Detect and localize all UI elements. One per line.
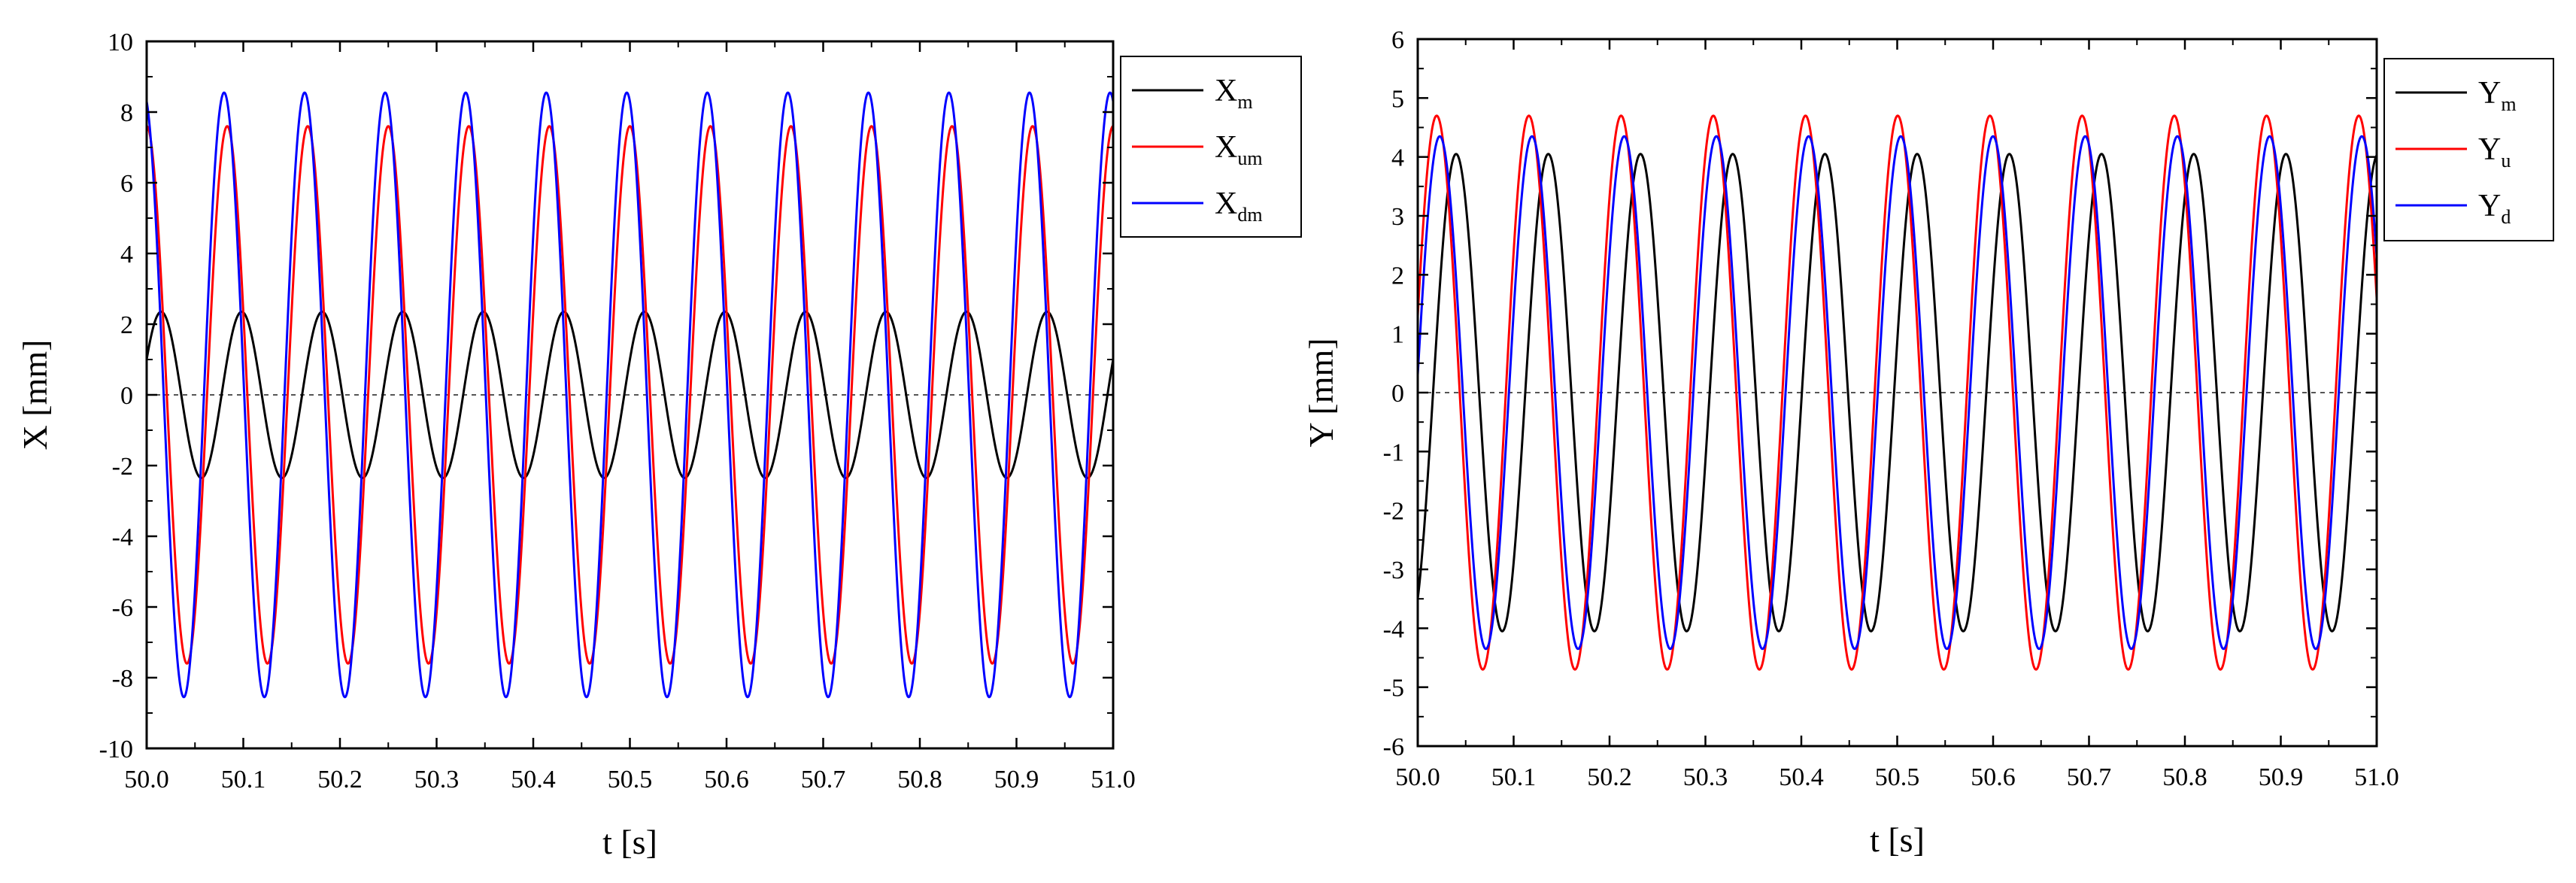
x-tick-label: 51.0 <box>1091 766 1136 793</box>
series-line-y-d <box>1418 135 2377 651</box>
y-tick-label: -6 <box>112 594 133 622</box>
y-tick-label: 0 <box>120 382 133 410</box>
x-tick-label: 50.9 <box>994 766 1039 793</box>
series-line-x-m <box>147 311 1113 479</box>
x-tick-label: 50.2 <box>1587 763 1632 791</box>
y-tick-label: 2 <box>1391 262 1404 290</box>
y-tick-label: 6 <box>1391 26 1404 54</box>
x-axis-title: t [s] <box>1870 821 1925 859</box>
y-tick-label: -2 <box>1383 498 1404 526</box>
legend-label: Ym <box>2478 76 2517 115</box>
x-tick-label: 50.3 <box>1683 763 1728 791</box>
series-line-y-m <box>1418 153 2377 633</box>
x-tick-label: 50.4 <box>1779 763 1824 791</box>
x-tick-label: 51.0 <box>2354 763 2399 791</box>
x-tick-label: 50.7 <box>2067 763 2112 791</box>
y-tick-label: -3 <box>1383 557 1404 584</box>
y-tick-label: -10 <box>99 736 133 763</box>
x-tick-label: 50.8 <box>2162 763 2207 791</box>
y-tick-label: 8 <box>120 99 133 127</box>
x-tick-label: 50.8 <box>897 766 942 793</box>
series-line-x-um <box>147 125 1113 665</box>
legend: Ym Yu Yd <box>2383 58 2554 241</box>
legend: Xm Xum Xdm <box>1120 56 1302 238</box>
legend-label: Yd <box>2478 189 2511 228</box>
y-axis-title: Y [mm] <box>1302 338 1340 447</box>
x-tick-label: 50.6 <box>1971 763 2016 791</box>
y-tick-label: 2 <box>120 311 133 339</box>
x-tick-label: 50.3 <box>414 766 460 793</box>
y-tick-label: 4 <box>1391 144 1404 172</box>
y-tick-label: -4 <box>112 523 133 551</box>
x-tick-label: 50.1 <box>1491 763 1537 791</box>
x-tick-label: 50.0 <box>124 766 169 793</box>
x-tick-label: 50.5 <box>608 766 653 793</box>
x-axis-title: t [s] <box>602 823 657 861</box>
x-tick-label: 50.0 <box>1395 763 1440 791</box>
legend-label: Yu <box>2478 132 2511 171</box>
y-tick-label: 0 <box>1391 380 1404 408</box>
y-tick-label: 6 <box>120 170 133 198</box>
chart-panel-1: 50.0 50.1 50.2 50.3 50.4 50.5 50.6 50.7 50.8 50.9… <box>16 29 1302 861</box>
y-tick-label: 4 <box>120 241 133 269</box>
y-tick-label: 5 <box>1391 85 1404 113</box>
x-tick-label: 50.7 <box>801 766 846 793</box>
y-tick-label: -4 <box>1383 615 1404 643</box>
x-tick-label: 50.5 <box>1875 763 1920 791</box>
x-tick-label: 50.9 <box>2259 763 2304 791</box>
y-tick-label: -6 <box>1383 733 1404 761</box>
series-line-x-dm <box>147 91 1113 699</box>
y-tick-label: -8 <box>112 665 133 693</box>
x-tick-label: 50.2 <box>317 766 363 793</box>
y-tick-label: 1 <box>1391 321 1404 349</box>
x-tick-label: 50.4 <box>511 766 556 793</box>
chart-panel-2: 50.0 50.1 50.2 50.3 50.4 50.5 50.6 50.7 50.8 50.9… <box>1302 26 2554 859</box>
y-tick-label: 3 <box>1391 203 1404 231</box>
y-tick-label: 10 <box>108 29 133 56</box>
y-tick-label: -1 <box>1383 438 1404 466</box>
legend-label: Xum <box>1215 130 1263 169</box>
x-tick-label: 50.6 <box>704 766 749 793</box>
legend-label: Xm <box>1215 74 1253 113</box>
legend-label: Xdm <box>1215 187 1263 226</box>
y-tick-label: -5 <box>1383 675 1404 702</box>
y-tick-label: -2 <box>112 453 133 481</box>
y-axis-title: X [mm] <box>16 340 54 451</box>
series-line-y-u <box>1418 114 2377 671</box>
x-tick-label: 50.1 <box>221 766 266 793</box>
